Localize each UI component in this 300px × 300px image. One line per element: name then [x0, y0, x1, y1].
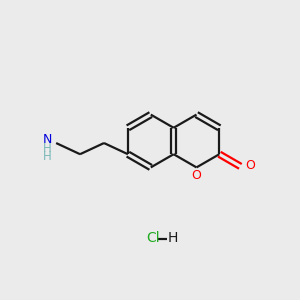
Text: H: H [44, 142, 52, 155]
Text: H: H [167, 232, 178, 245]
Text: Cl: Cl [146, 232, 160, 245]
Text: H: H [44, 150, 52, 163]
Text: O: O [245, 159, 255, 172]
Text: O: O [192, 169, 201, 182]
Text: N: N [43, 133, 52, 146]
